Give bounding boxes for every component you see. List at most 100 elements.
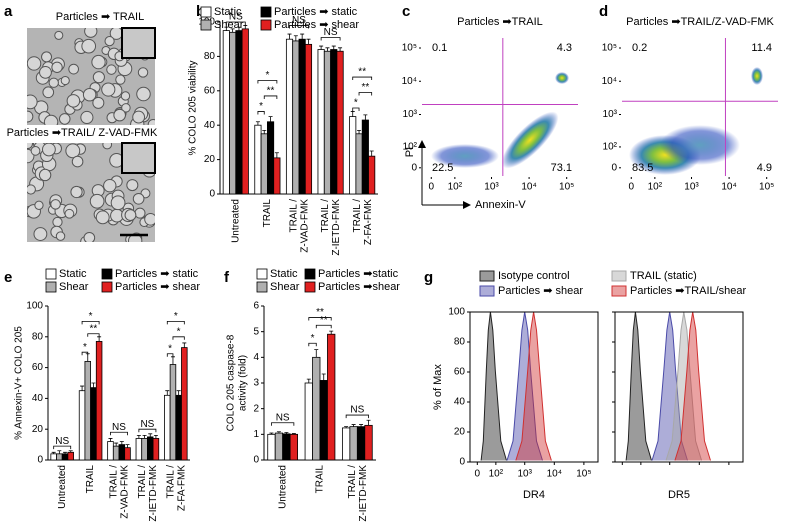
cell [106, 64, 117, 75]
bar [289, 433, 298, 461]
significance-label: ** [267, 86, 275, 97]
significance-bracket [225, 21, 246, 25]
cell [144, 212, 155, 226]
legend-label: TRAIL (static) [630, 270, 697, 282]
panel-label: e [4, 269, 12, 286]
cell [58, 113, 71, 125]
inset [121, 142, 156, 174]
cell [33, 227, 48, 241]
error-bar [293, 35, 298, 41]
bar [95, 341, 103, 461]
cell [27, 184, 36, 195]
cell [120, 91, 131, 101]
error-bar [236, 26, 241, 31]
legend-label: Shear [270, 281, 300, 293]
significance-label: * [174, 311, 178, 322]
quadrant-label: 22.5 [432, 162, 453, 174]
error-bar [255, 121, 260, 126]
quadrant-label: 73.1 [551, 162, 572, 174]
bar [355, 133, 363, 195]
cell [80, 110, 94, 125]
x-tick-label: TRAIL / [289, 199, 300, 233]
cell [113, 108, 126, 122]
cell [39, 65, 52, 79]
cell [126, 179, 139, 192]
error-bar [269, 432, 274, 435]
cell [55, 231, 66, 241]
bar [292, 40, 300, 195]
cell [83, 231, 96, 242]
error-bar [176, 390, 181, 396]
significance-label: NS [229, 12, 243, 23]
x-tick-label: TRAIL / [165, 465, 176, 499]
error-bar [359, 424, 364, 427]
significance-bracket [257, 111, 265, 115]
legend-label: Particles ➡ shear [498, 285, 583, 297]
cell [66, 94, 81, 108]
y-tick-label: 0 [411, 162, 417, 173]
y-tick-label: 10³ [403, 109, 418, 120]
inset [121, 27, 156, 59]
panel-label: a [4, 3, 13, 20]
legend-swatch [479, 270, 495, 282]
bar [361, 119, 369, 195]
density-cloud [660, 125, 740, 165]
significance-label: ** [358, 67, 366, 78]
error-bar [284, 432, 289, 434]
y-tick-label: 20 [204, 154, 216, 165]
cell [92, 96, 105, 109]
bar [107, 441, 114, 461]
x-tick-label: Z-IETD-FMK [331, 199, 342, 256]
cell [65, 143, 81, 159]
panel-label: c [402, 3, 410, 20]
error-bar [243, 25, 248, 29]
x-tick-label: TRAIL / [320, 199, 331, 233]
significance-bracket [345, 414, 369, 419]
bar [317, 49, 325, 195]
bar [146, 436, 154, 461]
error-bar [142, 434, 147, 439]
chart-title: Particles ➡TRAIL [457, 16, 543, 28]
bar [135, 438, 143, 461]
legend-swatch [260, 6, 272, 18]
cell [43, 114, 59, 125]
error-bar [97, 336, 102, 342]
error-bar [114, 442, 119, 447]
significance-label: * [259, 101, 263, 112]
y-tick-label: 80 [454, 337, 466, 348]
cells [27, 143, 155, 242]
bar [61, 453, 69, 461]
x-tick-label: Untreated [277, 465, 288, 509]
legend-label: Isotype control [498, 270, 570, 282]
bar [327, 333, 336, 461]
significance-label: * [311, 333, 315, 344]
x-tick-label: TRAIL [85, 465, 96, 494]
x-tick-label: 10² [489, 469, 504, 480]
quadrant-label: 4.9 [757, 162, 772, 174]
quadrant-label: 0.1 [432, 42, 447, 54]
significance-bracket [110, 431, 128, 436]
bar [181, 347, 188, 461]
panel-label: d [599, 3, 608, 20]
error-bar [363, 114, 368, 121]
y-tick-label: 0 [209, 189, 215, 200]
error-bar [108, 438, 113, 442]
significance-label: * [177, 326, 181, 337]
significance-bracket [172, 336, 185, 340]
error-bar [80, 385, 85, 391]
cell [52, 216, 63, 228]
error-bar [306, 38, 311, 45]
y-tick-label: 40 [32, 393, 44, 404]
error-bar [300, 33, 305, 40]
x-tick-label: Untreated [230, 199, 241, 243]
error-bar [329, 330, 334, 335]
significance-label: * [354, 98, 358, 109]
y-axis-label: % Annexin-V+ COLO 205 [14, 326, 25, 440]
cell [68, 63, 80, 75]
error-bar [331, 45, 336, 50]
bar [364, 424, 373, 461]
y-tick-label: 40 [204, 120, 216, 131]
x-axis-label: Annexin-V [475, 199, 526, 211]
significance-label: ** [320, 315, 328, 326]
quadrant-label: 11.4 [751, 42, 772, 54]
